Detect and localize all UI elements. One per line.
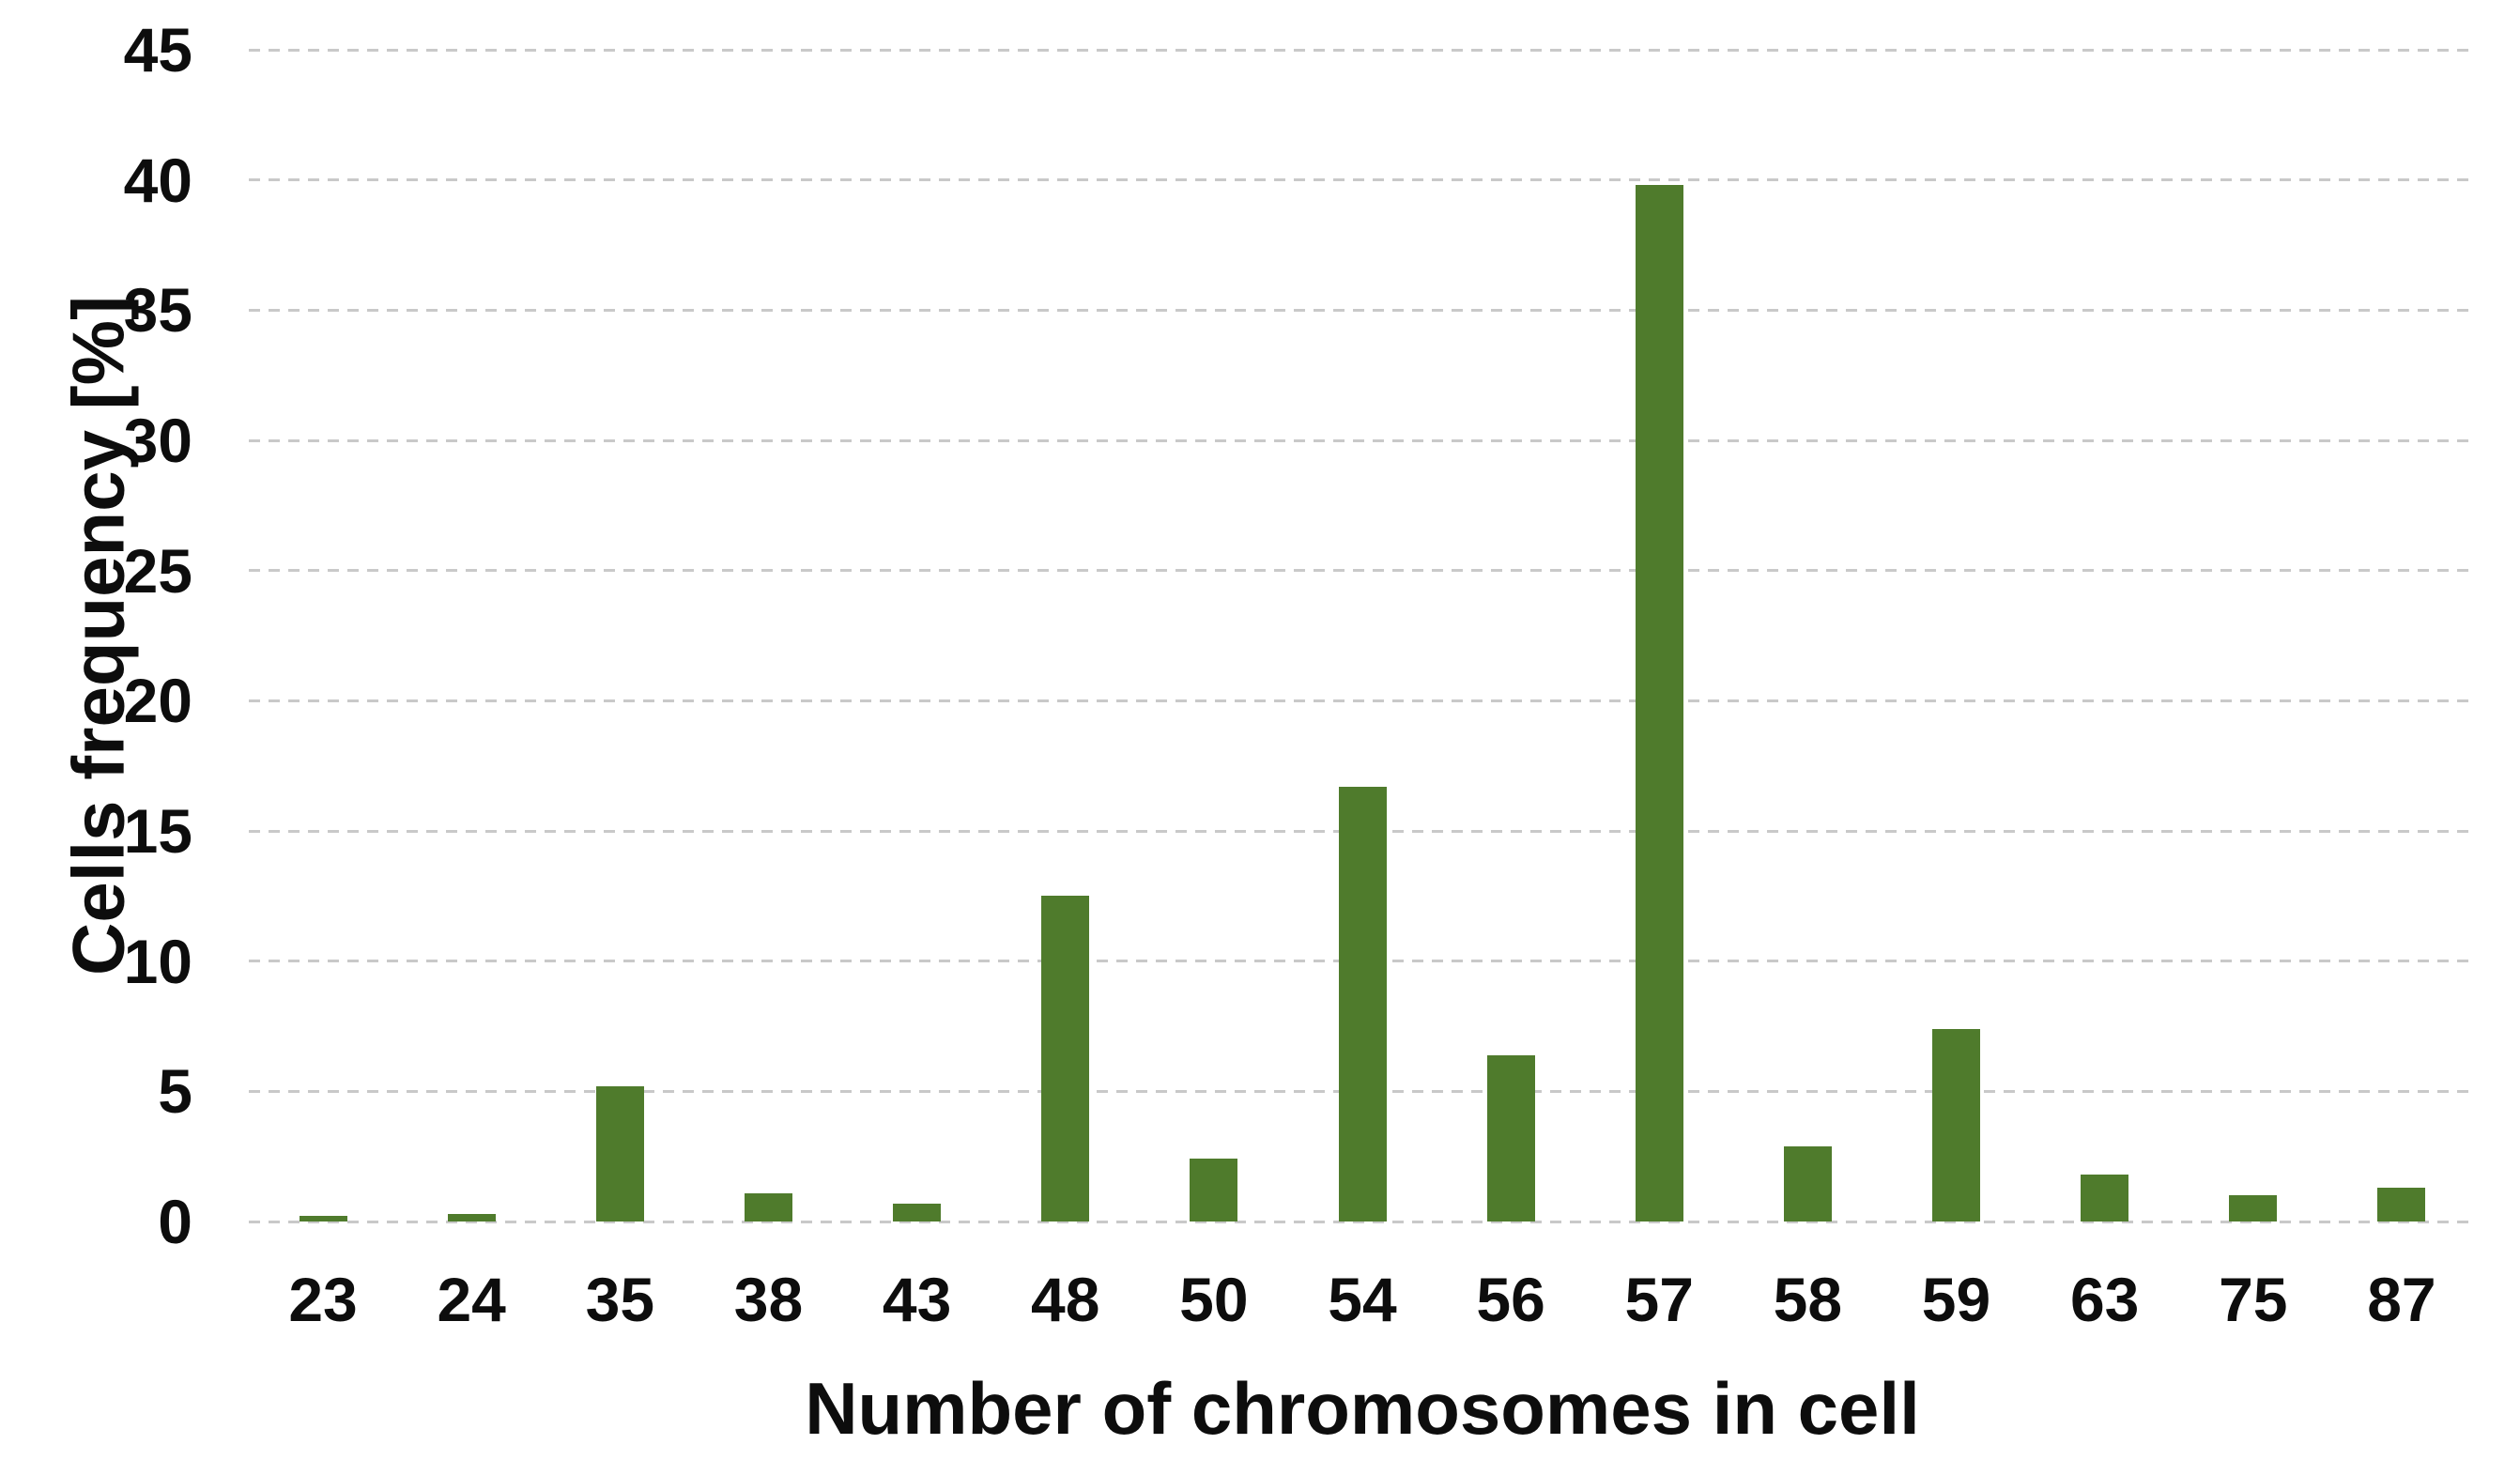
y-tick-15: 15: [123, 796, 192, 866]
bar-57: [1635, 185, 1683, 1221]
gridline-20: [249, 699, 2476, 702]
x-tick-54: 54: [1328, 1265, 1397, 1334]
bar-63: [2081, 1175, 2129, 1221]
y-tick-0: 0: [158, 1187, 192, 1256]
gridline-45: [249, 48, 2476, 52]
x-axis-title: Number of chromosomes in cell: [805, 1367, 1920, 1450]
x-tick-58: 58: [1773, 1265, 1843, 1334]
gridline-40: [249, 178, 2476, 182]
bar-48: [1041, 896, 1090, 1221]
bar-58: [1783, 1145, 1832, 1221]
bar-75: [2229, 1195, 2278, 1221]
gridline-25: [249, 569, 2476, 573]
bar-24: [447, 1213, 496, 1221]
x-tick-59: 59: [1921, 1265, 1991, 1334]
x-tick-24: 24: [437, 1265, 506, 1334]
x-tick-43: 43: [882, 1265, 952, 1334]
y-tick-35: 35: [123, 275, 192, 346]
x-tick-57: 57: [1624, 1265, 1694, 1334]
y-tick-40: 40: [123, 145, 192, 215]
x-tick-56: 56: [1476, 1265, 1545, 1334]
bar-59: [1932, 1028, 1981, 1221]
plot-area: [249, 48, 2476, 1223]
y-tick-20: 20: [123, 666, 192, 736]
bar-23: [299, 1216, 347, 1221]
x-tick-87: 87: [2367, 1265, 2436, 1334]
x-tick-50: 50: [1179, 1265, 1249, 1334]
bar-56: [1486, 1054, 1535, 1221]
x-tick-23: 23: [288, 1265, 358, 1334]
x-tick-48: 48: [1031, 1265, 1100, 1334]
x-tick-38: 38: [733, 1265, 804, 1334]
y-tick-10: 10: [123, 926, 192, 996]
gridline-35: [249, 308, 2476, 312]
gridline-30: [249, 438, 2476, 442]
y-tick-5: 5: [158, 1056, 192, 1127]
gridline-0: [249, 1220, 2476, 1223]
y-tick-25: 25: [123, 535, 192, 606]
bar-35: [595, 1085, 644, 1221]
y-tick-30: 30: [123, 406, 192, 475]
x-tick-63: 63: [2069, 1265, 2140, 1334]
bar-43: [893, 1203, 942, 1221]
bar-54: [1338, 786, 1387, 1221]
bar-87: [2377, 1187, 2426, 1221]
y-axis-title: Cells frequency [%]: [56, 296, 140, 976]
x-tick-35: 35: [585, 1265, 655, 1334]
y-tick-45: 45: [123, 15, 192, 85]
bar-38: [744, 1192, 792, 1221]
bar-50: [1190, 1159, 1238, 1221]
x-tick-75: 75: [2219, 1265, 2288, 1334]
